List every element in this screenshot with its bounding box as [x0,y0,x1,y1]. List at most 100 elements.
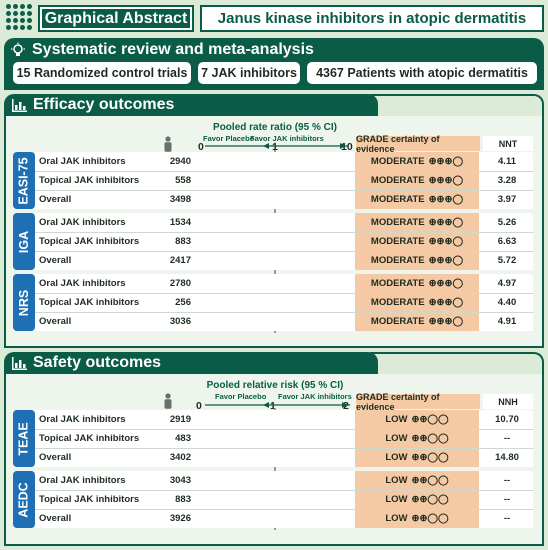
review-heading-text: Systematic review and meta-analysis [32,41,314,58]
row-sample-size: 2919 [169,414,191,425]
group-rows: Oral JAK inhibitors 2780 MODERATE ⊕⊕⊕◯ 4.97 T… [35,274,533,331]
grade-symbols: ⊕⊕◯◯ [411,433,449,444]
row-sample-size: 2780 [169,278,191,289]
group-tag-label: TEAE [17,421,31,456]
row-sample-size: 2417 [169,255,191,266]
grade-level: MODERATE [370,255,425,266]
row-sample-size: 3402 [169,452,191,463]
group-tag-label: EASI-75 [17,156,31,205]
safety-grade-header: GRADE certainty of evidence [356,392,480,412]
row-grade: LOW ⊕⊕◯◯ [355,490,479,509]
row-number-needed: 6.63 [497,236,517,247]
table-row: Overall 3036 MODERATE ⊕⊕⊕◯ 4.91 [35,312,533,331]
row-sample-size: 3043 [169,475,191,486]
grade-symbols: ⊕⊕◯◯ [411,475,449,486]
safety-tick-0: 0 [196,400,202,412]
row-sample-size: 3036 [169,316,191,327]
group-tag: TEAE [13,410,35,467]
row-number-needed: 4.91 [497,316,517,327]
row-divider [35,448,533,449]
table-row: Oral JAK inhibitors 2780 MODERATE ⊕⊕⊕◯ 4.97 [35,274,533,293]
safety-nnh-header: NNH [483,394,533,409]
table-row: Topical JAK inhibitors 256 MODERATE ⊕⊕⊕◯ 4.4… [35,293,533,312]
row-grade: MODERATE ⊕⊕⊕◯ [355,171,479,190]
table-row: Topical JAK inhibitors 558 MODERATE ⊕⊕⊕◯ 3.2… [35,171,533,190]
table-row: Topical JAK inhibitors 883 LOW ⊕⊕◯◯ -- [35,490,533,509]
row-divider [35,293,533,294]
safety-tick-1: 1 [270,400,276,412]
row-number-needed: 5.72 [497,255,517,266]
row-label: Topical JAK inhibitors [39,175,140,186]
row-number-needed: 5.26 [497,217,517,228]
row-label: Oral JAK inhibitors [39,278,126,289]
page-title: Janus kinase inhibitors in atopic dermat… [200,5,544,32]
row-divider [35,232,533,233]
table-row: Oral JAK inhibitors 2940 MODERATE ⊕⊕⊕◯ 4.11 [35,152,533,171]
table-row: Overall 3402 LOW ⊕⊕◯◯ 14.80 [35,448,533,467]
grade-symbols: ⊕⊕◯◯ [411,513,449,524]
row-label: Overall [39,255,72,266]
group-tag: EASI-75 [13,152,35,209]
grade-level: MODERATE [370,316,425,327]
row-sample-size: 256 [175,297,191,308]
safety-heading-text: Safety outcomes [33,354,162,371]
bar-chart-icon [12,356,27,370]
row-number-needed: -- [503,494,511,505]
row-grade: LOW ⊕⊕◯◯ [355,448,479,467]
group-rows: Oral JAK inhibitors 1534 MODERATE ⊕⊕⊕◯ 5.26 T… [35,213,533,270]
lightbulb-icon [11,42,25,56]
row-label: Overall [39,513,72,524]
row-divider [35,429,533,430]
bar-chart-icon [12,98,27,112]
group-tag: NRS [13,274,35,331]
row-label: Topical JAK inhibitors [39,494,140,505]
grade-level: MODERATE [370,156,425,167]
group-rows: Oral JAK inhibitors 3043 LOW ⊕⊕◯◯ -- Topical … [35,471,533,528]
table-row: Topical JAK inhibitors 883 MODERATE ⊕⊕⊕◯ 6.6… [35,232,533,251]
row-number-needed: 10.70 [495,414,519,425]
row-number-needed: -- [503,433,511,444]
grade-level: MODERATE [370,194,425,205]
row-number-needed: 4.11 [498,156,516,167]
review-heading: Systematic review and meta-analysis [4,38,314,62]
group-tag: AEDC [13,471,35,528]
table-row: Oral JAK inhibitors 2919 LOW ⊕⊕◯◯ 10.70 [35,410,533,429]
grade-level: LOW [385,513,408,524]
person-icon [164,393,172,409]
row-number-needed: -- [503,475,511,486]
graphical-abstract-badge: Graphical Abstract [38,5,194,32]
row-grade: MODERATE ⊕⊕⊕◯ [355,232,479,251]
row-label: Topical JAK inhibitors [39,236,140,247]
row-sample-size: 3926 [169,513,191,524]
safety-panel-frame [370,352,544,376]
grade-symbols: ⊕⊕⊕◯ [428,316,464,327]
table-row: Oral JAK inhibitors 1534 MODERATE ⊕⊕⊕◯ 5.26 [35,213,533,232]
grade-symbols: ⊕⊕◯◯ [411,414,449,425]
row-grade: MODERATE ⊕⊕⊕◯ [355,312,479,331]
grade-symbols: ⊕⊕⊕◯ [428,278,464,289]
row-grade: MODERATE ⊕⊕⊕◯ [355,274,479,293]
table-row: Overall 2417 MODERATE ⊕⊕⊕◯ 5.72 [35,251,533,270]
row-grade: MODERATE ⊕⊕⊕◯ [355,293,479,312]
grade-level: LOW [385,433,408,444]
group-tag-label: IGA [17,230,32,253]
efficacy-tick-1: 1 [272,141,278,153]
grade-symbols: ⊕⊕⊕◯ [428,236,464,247]
efficacy-nnt-header: NNT [483,136,533,151]
efficacy-heading: Efficacy outcomes [4,94,378,116]
grade-symbols: ⊕⊕⊕◯ [428,156,464,167]
row-divider [35,509,533,510]
group-tag-label: NRS [17,289,31,316]
efficacy-grade-header: GRADE certainty of evidence [356,134,480,154]
safety-scale-title: Pooled relative risk (95 % CI) [206,380,344,391]
row-grade: LOW ⊕⊕◯◯ [355,509,479,528]
row-number-needed: 3.28 [497,175,517,186]
table-row: Oral JAK inhibitors 3043 LOW ⊕⊕◯◯ -- [35,471,533,490]
group-rows: Oral JAK inhibitors 2940 MODERATE ⊕⊕⊕◯ 4.11 T… [35,152,533,209]
grade-level: LOW [385,494,408,505]
trials-chip: 15 Randomized control trials [13,62,191,84]
row-label: Overall [39,194,72,205]
grade-level: MODERATE [370,236,425,247]
row-sample-size: 2940 [169,156,191,167]
grade-level: MODERATE [370,278,425,289]
